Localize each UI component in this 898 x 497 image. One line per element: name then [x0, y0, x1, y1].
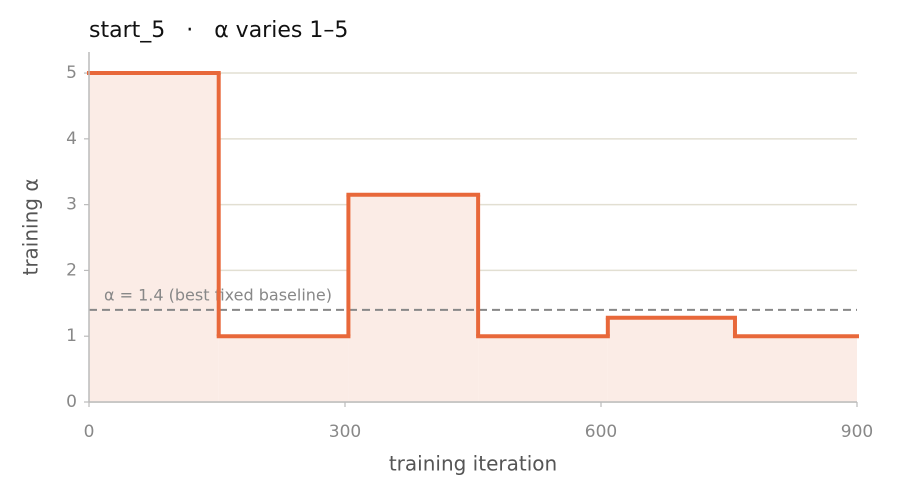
y-tick-label: 5 — [66, 63, 77, 83]
area — [348, 194, 479, 402]
y-tick-label: 3 — [66, 195, 77, 215]
area — [734, 336, 857, 402]
area — [607, 317, 735, 402]
x-tick-label: 300 — [329, 422, 361, 442]
y-tick-label: 4 — [66, 129, 77, 149]
y-tick-label: 2 — [66, 260, 77, 280]
y-axis-label: training α — [19, 178, 43, 275]
chart-title: start_5 · α varies 1–5 — [89, 18, 348, 43]
area — [89, 73, 219, 402]
area — [478, 336, 608, 402]
x-axis-label: training iteration — [389, 452, 557, 476]
x-tick-label: 900 — [841, 422, 873, 442]
y-tick-label: 1 — [66, 326, 77, 346]
x-tick-label: 0 — [84, 422, 95, 442]
y-tick-label: 0 — [66, 392, 77, 412]
x-tick-label: 600 — [585, 422, 617, 442]
area — [218, 336, 349, 402]
